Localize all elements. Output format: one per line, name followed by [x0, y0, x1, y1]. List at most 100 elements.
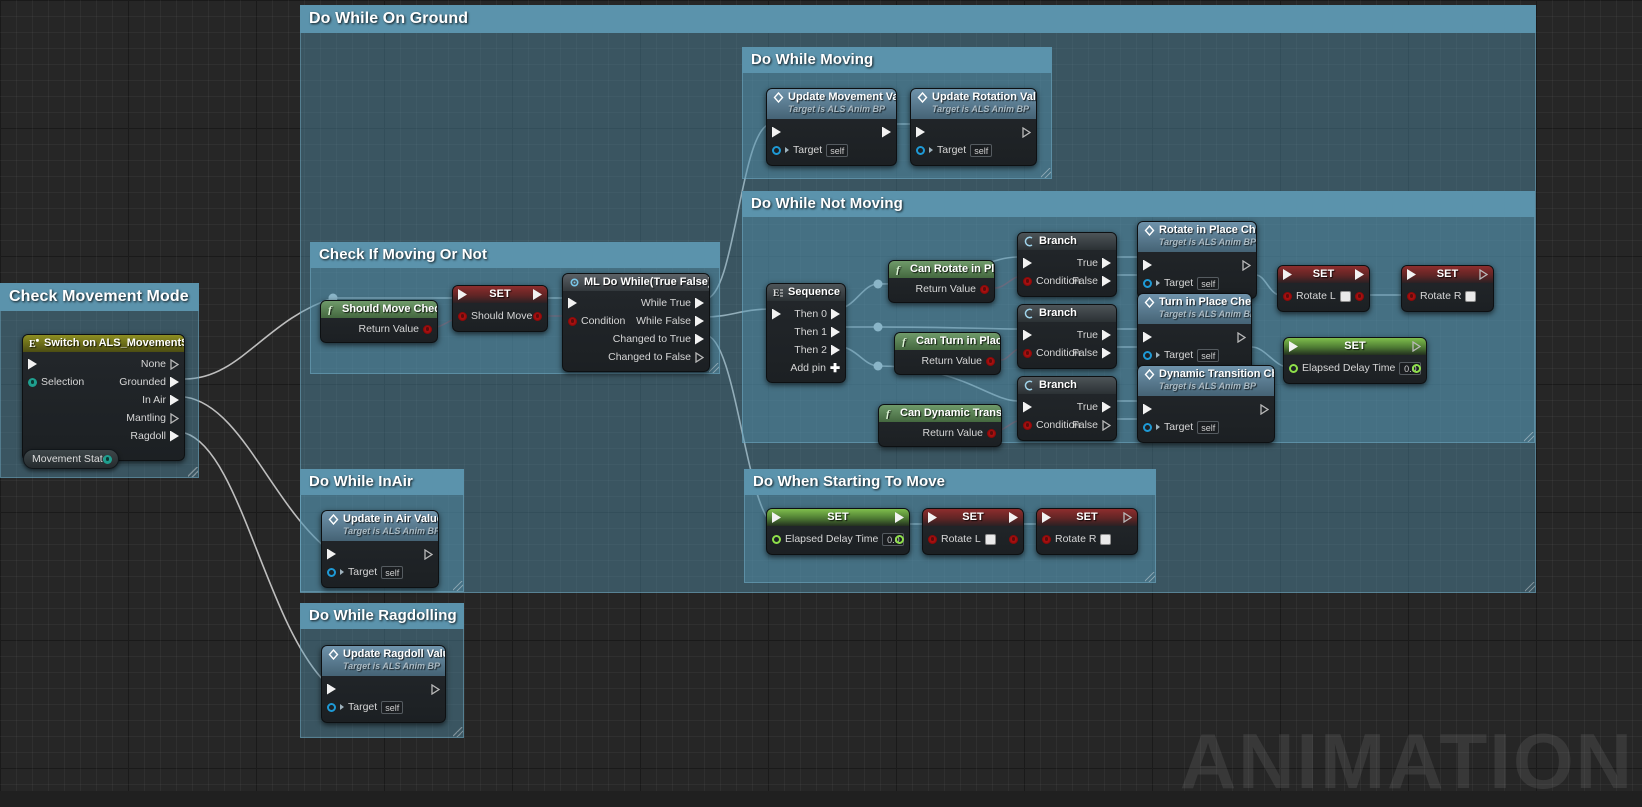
- pin-row-exec-in[interactable]: While True: [563, 294, 709, 312]
- exec-out-pin[interactable]: [1123, 512, 1132, 523]
- pin-row-exec-true[interactable]: True: [1018, 398, 1116, 416]
- pin-row-return-value[interactable]: Return Value: [879, 424, 1001, 442]
- rotate-r-checkbox[interactable]: [1465, 290, 1477, 302]
- exec-out-pin-changed-to-true[interactable]: [695, 334, 704, 345]
- pin-row-target[interactable]: Target self: [1138, 274, 1256, 292]
- comment-resize-handle[interactable]: [1525, 582, 1535, 592]
- pin-row-ragdoll[interactable]: Ragdoll: [23, 427, 184, 445]
- pin-row-exec[interactable]: [767, 123, 896, 141]
- pin-row-changed-to-true[interactable]: Changed to True: [563, 330, 709, 348]
- target-pin[interactable]: [327, 567, 336, 577]
- exec-in-pin[interactable]: [568, 298, 577, 309]
- comment-resize-handle[interactable]: [1145, 572, 1155, 582]
- pin-row-selection[interactable]: Selection Grounded: [23, 373, 184, 391]
- condition-pin[interactable]: [1023, 420, 1032, 430]
- exec-out-pin[interactable]: [1242, 259, 1251, 271]
- node-update-rotation-values[interactable]: Update Rotation Values Target is ALS Ani…: [910, 88, 1037, 166]
- pin-row-exec-true[interactable]: True: [1018, 254, 1116, 272]
- return-value-pin[interactable]: [986, 356, 995, 366]
- target-value[interactable]: self: [381, 565, 404, 579]
- comment-resize-handle[interactable]: [453, 581, 463, 591]
- node-movement-state-variable[interactable]: Movement State: [23, 449, 119, 469]
- node-dynamic-transition-check[interactable]: Dynamic Transition Check Target is ALS A…: [1137, 365, 1275, 443]
- comment-resize-handle[interactable]: [1524, 432, 1534, 442]
- exec-out-pin[interactable]: [1479, 269, 1488, 280]
- target-value[interactable]: self: [1197, 348, 1220, 362]
- exec-out-pin[interactable]: [431, 683, 440, 695]
- exec-out-pin[interactable]: [1355, 269, 1364, 280]
- pin-row-condition-false[interactable]: Condition False: [1018, 416, 1116, 434]
- target-pin[interactable]: [1143, 278, 1152, 288]
- pin-row-mantling[interactable]: Mantling: [23, 409, 184, 427]
- return-value-pin[interactable]: [423, 324, 432, 334]
- exec-in-pin[interactable]: [1143, 260, 1152, 271]
- rotate-r-in-pin[interactable]: [1042, 534, 1051, 544]
- target-value[interactable]: self: [826, 143, 849, 157]
- exec-out-pin-while-false[interactable]: [695, 316, 704, 327]
- exec-out-pin[interactable]: [882, 127, 891, 138]
- exec-in-pin[interactable]: [916, 127, 925, 138]
- pin-row-exec[interactable]: [1138, 328, 1251, 346]
- pin-row-target[interactable]: Target self: [767, 141, 896, 159]
- condition-pin[interactable]: [568, 316, 577, 326]
- node-can-dynamic-transition[interactable]: f Can Dynamic Transition Return Value: [878, 404, 1002, 447]
- rotate-r-checkbox[interactable]: [1100, 533, 1112, 545]
- pin-row-condition-false[interactable]: Condition False: [1018, 344, 1116, 362]
- target-pin[interactable]: [1143, 350, 1152, 360]
- pin-row-return-value[interactable]: Return Value: [321, 320, 437, 338]
- node-update-in-air-values[interactable]: Update in Air Values Target is ALS Anim …: [321, 510, 439, 588]
- exec-out-pin[interactable]: [1237, 331, 1246, 343]
- selection-pin[interactable]: [28, 377, 37, 387]
- pin-row-should-move[interactable]: Should Move: [453, 307, 547, 325]
- comment-resize-handle[interactable]: [188, 467, 198, 477]
- exec-out-pin-then-0[interactable]: [831, 309, 840, 320]
- node-set-elapsed-delay-time-right[interactable]: SET Elapsed Delay Time 0.0: [1283, 337, 1427, 384]
- node-turn-in-place-check[interactable]: Turn in Place Check Target is ALS Anim B…: [1137, 293, 1252, 371]
- condition-pin[interactable]: [1023, 276, 1032, 286]
- exec-out-pin[interactable]: [895, 512, 904, 523]
- should-move-out-pin[interactable]: [533, 311, 542, 321]
- exec-out-pin-false[interactable]: [1102, 419, 1111, 431]
- target-value[interactable]: self: [1197, 420, 1220, 434]
- pin-row-then-2[interactable]: Then 2: [767, 341, 845, 359]
- pin-row-return-value[interactable]: Return Value: [895, 352, 1000, 370]
- target-pin[interactable]: [1143, 422, 1152, 432]
- node-can-turn-in-place[interactable]: f Can Turn in Place Return Value: [894, 332, 1001, 375]
- node-sequence[interactable]: E Sequence Then 0 Then 1 Then 2 Add pin …: [766, 283, 846, 383]
- pin-row-target[interactable]: Target self: [1138, 418, 1274, 436]
- node-set-should-move[interactable]: SET Should Move: [452, 285, 548, 332]
- elapsed-delay-in-pin[interactable]: [772, 534, 781, 544]
- rotate-l-out-pin[interactable]: [1355, 291, 1364, 301]
- exec-in-pin[interactable]: [1143, 404, 1152, 415]
- pin-row-target[interactable]: Target self: [1138, 346, 1251, 364]
- movement-state-out-pin[interactable]: [103, 454, 112, 464]
- pin-row-changed-to-false[interactable]: Changed to False: [563, 348, 709, 366]
- pin-row-add-pin[interactable]: Add pin ✚: [767, 359, 845, 377]
- exec-in-pin[interactable]: [772, 127, 781, 138]
- exec-out-pin-in-air[interactable]: [170, 395, 179, 406]
- node-set-rotate-r-top[interactable]: SET Rotate R: [1401, 265, 1494, 312]
- target-value[interactable]: self: [970, 143, 993, 157]
- exec-in-pin[interactable]: [1023, 330, 1032, 341]
- exec-out-pin-false[interactable]: [1102, 348, 1111, 359]
- exec-in-pin[interactable]: [458, 289, 467, 300]
- exec-in-pin[interactable]: [1289, 341, 1298, 352]
- return-value-pin[interactable]: [987, 428, 996, 438]
- comment-resize-handle[interactable]: [453, 727, 463, 737]
- exec-in-pin[interactable]: [772, 512, 781, 523]
- exec-out-pin-false[interactable]: [1102, 276, 1111, 287]
- pin-row-exec[interactable]: [322, 680, 445, 698]
- exec-out-pin[interactable]: [533, 289, 542, 300]
- target-pin[interactable]: [916, 145, 925, 155]
- exec-out-pin-none[interactable]: [170, 358, 179, 370]
- elapsed-delay-out-pin[interactable]: [895, 534, 904, 544]
- pin-row-then-0[interactable]: Then 0: [767, 305, 845, 323]
- exec-in-pin[interactable]: [327, 684, 336, 695]
- node-ml-do-while-true-false[interactable]: ML Do While(True False) While True Condi…: [562, 273, 710, 372]
- exec-in-pin[interactable]: [1283, 269, 1292, 280]
- target-pin[interactable]: [327, 702, 336, 712]
- should-move-in-pin[interactable]: [458, 311, 467, 321]
- comment-resize-handle[interactable]: [1041, 168, 1051, 178]
